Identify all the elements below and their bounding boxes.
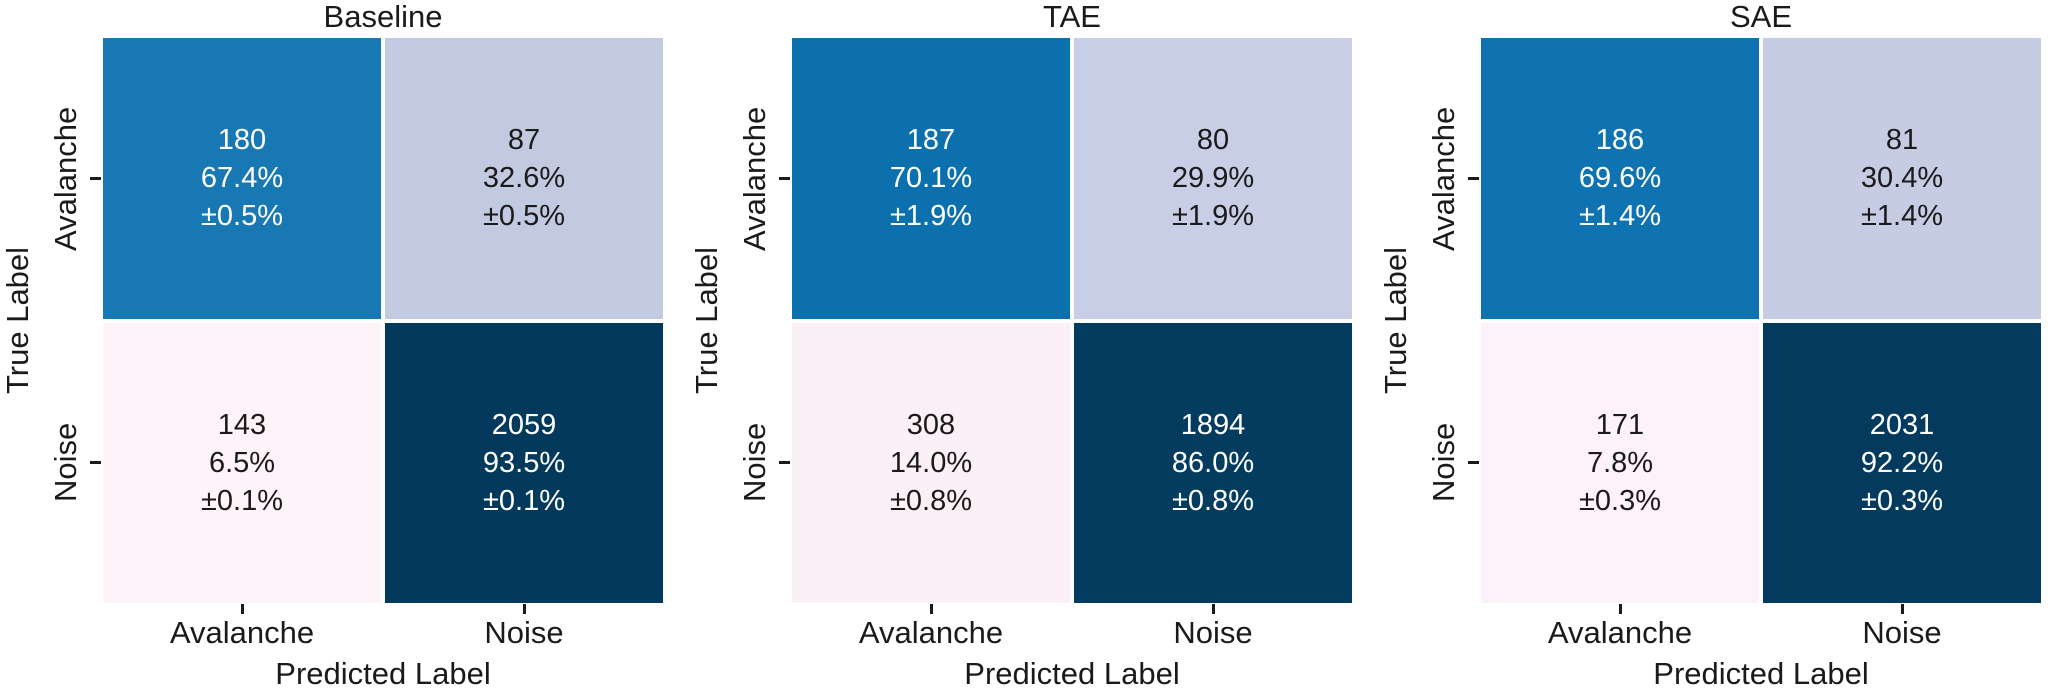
cell-percent: 93.5% [482,446,566,479]
x-axis-label: Predicted Label [1653,656,1869,691]
panel-sae: SAE True Label Avalanche Noise 186 69.6%… [1378,0,2067,699]
y-tick-label-avalanche: Avalanche [1426,106,1461,251]
x-tick-label-avalanche: Avalanche [858,615,1004,650]
x-axis-label: Predicted Label [275,656,491,691]
panel-title-baseline: Baseline [323,0,443,34]
panel-title-sae: SAE [1729,0,1793,34]
cell-error: ±1.4% [1860,200,1943,233]
cell-count: 187 [906,124,956,157]
y-axis-label: True Label [0,246,35,395]
cell-true-noise-pred-noise: 2031 92.2% ±0.3% [1763,322,2041,603]
y-tick-mark [90,461,101,464]
y-tick-label-avalanche: Avalanche [48,106,83,251]
cell-true-noise-pred-avalanche: 143 6.5% ±0.1% [103,322,381,603]
confusion-matrix-sae: 186 69.6% ±1.4% 81 30.4% ±1.4% 171 7.8% … [1481,38,2041,603]
cell-true-avalanche-pred-avalanche: 187 70.1% ±1.9% [792,38,1070,319]
cell-error: ±0.8% [1171,484,1254,517]
cell-true-avalanche-pred-noise: 81 30.4% ±1.4% [1763,38,2041,319]
cell-true-avalanche-pred-noise: 80 29.9% ±1.9% [1074,38,1352,319]
cell-percent: 67.4% [200,162,284,195]
cell-percent: 7.8% [1586,446,1654,479]
confusion-matrix-baseline: 180 67.4% ±0.5% 87 32.6% ±0.5% 143 6.5% … [103,38,663,603]
cell-error: ±0.1% [482,484,565,517]
cell-error: ±1.9% [1171,200,1254,233]
y-tick-label-noise: Noise [1426,422,1461,503]
cell-percent: 6.5% [208,446,276,479]
x-tick-mark [523,604,526,614]
y-tick-label-noise: Noise [737,422,772,503]
panel-title-tae: TAE [1043,0,1101,34]
cell-count: 143 [217,408,267,441]
cell-percent: 14.0% [889,446,973,479]
x-tick-mark [1901,604,1904,614]
y-tick-mark [779,177,790,180]
cell-true-noise-pred-avalanche: 308 14.0% ±0.8% [792,322,1070,603]
cell-true-noise-pred-avalanche: 171 7.8% ±0.3% [1481,322,1759,603]
cell-percent: 70.1% [889,162,973,195]
y-tick-mark [1468,461,1479,464]
cell-count: 171 [1595,408,1645,441]
y-tick-label-noise: Noise [48,422,83,503]
cell-count: 308 [906,408,956,441]
x-tick-label-avalanche: Avalanche [1547,615,1693,650]
cell-error: ±0.5% [200,200,283,233]
cell-count: 1894 [1180,408,1246,441]
cell-percent: 92.2% [1860,446,1944,479]
cell-percent: 86.0% [1171,446,1255,479]
cell-count: 180 [217,124,267,157]
confusion-matrix-tae: 187 70.1% ±1.9% 80 29.9% ±1.9% 308 14.0%… [792,38,1352,603]
cell-error: ±0.3% [1578,484,1661,517]
cell-error: ±0.3% [1860,484,1943,517]
x-tick-label-noise: Noise [1862,615,1942,650]
cell-true-noise-pred-noise: 1894 86.0% ±0.8% [1074,322,1352,603]
cell-percent: 29.9% [1171,162,1255,195]
panel-tae: TAE True Label Avalanche Noise 187 70.1%… [689,0,1378,699]
cell-true-noise-pred-noise: 2059 93.5% ±0.1% [385,322,663,603]
cell-error: ±0.1% [200,484,283,517]
panel-baseline: Baseline True Label Avalanche Noise 180 … [0,0,689,699]
y-axis-label: True Label [1378,246,1413,395]
cell-count: 80 [1196,124,1230,157]
cell-true-avalanche-pred-noise: 87 32.6% ±0.5% [385,38,663,319]
cell-count: 87 [507,124,541,157]
x-tick-mark [1212,604,1215,614]
cell-error: ±1.9% [889,200,972,233]
cell-error: ±1.4% [1578,200,1661,233]
x-tick-label-avalanche: Avalanche [169,615,315,650]
cell-percent: 69.6% [1578,162,1662,195]
y-axis-label: True Label [689,246,724,395]
cell-percent: 30.4% [1860,162,1944,195]
x-tick-mark [930,604,933,614]
y-tick-mark [1468,177,1479,180]
cell-percent: 32.6% [482,162,566,195]
y-tick-label-avalanche: Avalanche [737,106,772,251]
x-tick-label-noise: Noise [484,615,564,650]
cell-error: ±0.5% [482,200,565,233]
cell-count: 2031 [1869,408,1935,441]
y-tick-mark [90,177,101,180]
cell-count: 186 [1595,124,1645,157]
x-tick-label-noise: Noise [1173,615,1253,650]
x-tick-mark [1619,604,1622,614]
x-tick-mark [241,604,244,614]
cell-error: ±0.8% [889,484,972,517]
x-axis-label: Predicted Label [964,656,1180,691]
cell-true-avalanche-pred-avalanche: 186 69.6% ±1.4% [1481,38,1759,319]
cell-true-avalanche-pred-avalanche: 180 67.4% ±0.5% [103,38,381,319]
cell-count: 2059 [491,408,557,441]
cell-count: 81 [1885,124,1919,157]
y-tick-mark [779,461,790,464]
